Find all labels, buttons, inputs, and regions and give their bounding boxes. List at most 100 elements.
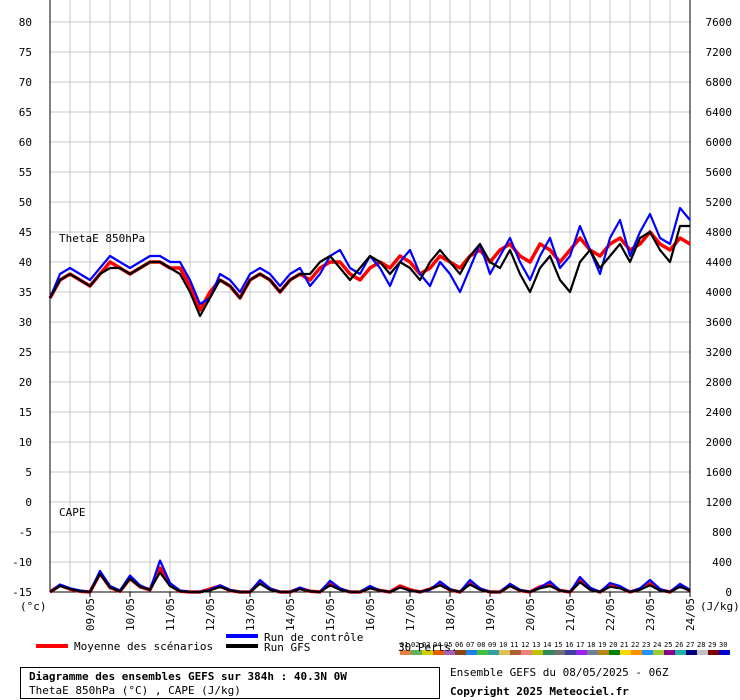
footer-title-box: Diagramme des ensembles GEFS sur 384h : … bbox=[20, 667, 440, 699]
x-tick-label: 15/05 bbox=[324, 598, 337, 631]
right-tick-label: 2400 bbox=[706, 406, 733, 419]
x-tick-label: 16/05 bbox=[364, 598, 377, 631]
pert-color-swatch bbox=[587, 650, 598, 655]
left-tick-label: 25 bbox=[19, 346, 32, 359]
pert-number: 12 bbox=[521, 641, 529, 649]
right-tick-label: 4800 bbox=[706, 226, 733, 239]
pert-color-swatch bbox=[609, 650, 620, 655]
right-tick-label: 5200 bbox=[706, 196, 733, 209]
left-tick-label: 80 bbox=[19, 16, 32, 29]
x-tick-label: 21/05 bbox=[564, 598, 577, 631]
left-unit-label: (°c) bbox=[20, 600, 47, 613]
pert-number: 20 bbox=[609, 641, 617, 649]
pert-color-swatch bbox=[499, 650, 510, 655]
left-tick-label: 35 bbox=[19, 286, 32, 299]
x-tick-label: 12/05 bbox=[204, 598, 217, 631]
legend-control-label: Run de contrôle bbox=[264, 631, 364, 644]
left-tick-label: 75 bbox=[19, 46, 32, 59]
right-tick-label: 1600 bbox=[706, 466, 733, 479]
left-tick-label: 70 bbox=[19, 76, 32, 89]
pert-number: 27 bbox=[686, 641, 694, 649]
left-tick-label: 55 bbox=[19, 166, 32, 179]
left-tick-label: 30 bbox=[19, 316, 32, 329]
pert-color-swatch bbox=[708, 650, 719, 655]
series-line-cape bbox=[49, 571, 691, 594]
pert-color-swatch bbox=[411, 650, 422, 655]
right-tick-label: 2000 bbox=[706, 436, 733, 449]
pert-number: 17 bbox=[576, 641, 584, 649]
left-tick-label: 45 bbox=[19, 226, 32, 239]
right-tick-label: 4000 bbox=[706, 286, 733, 299]
x-tick-label: 10/05 bbox=[124, 598, 137, 631]
right-tick-label: 7600 bbox=[706, 16, 733, 29]
pert-color-swatch bbox=[719, 650, 730, 655]
ensemble-run-label: Ensemble GEFS du 08/05/2025 - 06Z bbox=[450, 666, 669, 679]
pert-color-swatch bbox=[631, 650, 642, 655]
right-tick-label: 0 bbox=[725, 586, 732, 599]
x-tick-label: 13/05 bbox=[244, 598, 257, 631]
pert-number: 28 bbox=[697, 641, 705, 649]
pert-color-swatch bbox=[653, 650, 664, 655]
chart-title: Diagramme des ensembles GEFS sur 384h : … bbox=[29, 670, 347, 683]
pert-color-swatch bbox=[576, 650, 587, 655]
x-tick-label: 19/05 bbox=[484, 598, 497, 631]
right-tick-label: 3200 bbox=[706, 346, 733, 359]
pert-number: 19 bbox=[598, 641, 606, 649]
x-tick-label: 17/05 bbox=[404, 598, 417, 631]
pert-color-swatch bbox=[675, 650, 686, 655]
pert-color-swatch bbox=[532, 650, 543, 655]
pert-number: 13 bbox=[532, 641, 540, 649]
pert-number: 11 bbox=[510, 641, 518, 649]
pert-color-swatch bbox=[477, 650, 488, 655]
pert-number: 26 bbox=[675, 641, 683, 649]
pert-number: 30 bbox=[719, 641, 727, 649]
x-tick-label: 24/05 bbox=[684, 598, 697, 631]
pert-color-swatch bbox=[686, 650, 697, 655]
pert-color-swatch bbox=[510, 650, 521, 655]
left-tick-label: 20 bbox=[19, 376, 32, 389]
pert-number: 01 bbox=[400, 641, 408, 649]
right-tick-label: 4400 bbox=[706, 256, 733, 269]
left-tick-label: 50 bbox=[19, 196, 32, 209]
left-tick-label: 15 bbox=[19, 406, 32, 419]
pert-color-swatch bbox=[422, 650, 433, 655]
right-tick-label: 1200 bbox=[706, 496, 733, 509]
pert-number: 03 bbox=[422, 641, 430, 649]
left-tick-label: 10 bbox=[19, 436, 32, 449]
pert-color-swatch bbox=[466, 650, 477, 655]
pert-number: 15 bbox=[554, 641, 562, 649]
left-tick-label: 65 bbox=[19, 106, 32, 119]
right-tick-label: 6800 bbox=[706, 76, 733, 89]
series-line-cape bbox=[49, 559, 691, 594]
pert-color-swatch bbox=[664, 650, 675, 655]
left-tick-label: 40 bbox=[19, 256, 32, 269]
pert-count-label: 30 Perts. bbox=[398, 641, 458, 654]
right-tick-label: 3600 bbox=[706, 316, 733, 329]
pert-number: 10 bbox=[499, 641, 507, 649]
pert-number: 06 bbox=[455, 641, 463, 649]
pert-number: 24 bbox=[653, 641, 661, 649]
right-tick-label: 7200 bbox=[706, 46, 733, 59]
pert-color-swatch bbox=[554, 650, 565, 655]
x-tick-label: 20/05 bbox=[524, 598, 537, 631]
panel-label-cape: CAPE bbox=[59, 506, 86, 519]
panel-label-thetae: ThetaE 850hPa bbox=[59, 232, 145, 245]
pert-color-swatch bbox=[400, 650, 411, 655]
pert-number: 07 bbox=[466, 641, 474, 649]
x-tick-label: 14/05 bbox=[284, 598, 297, 631]
x-tick-label: 23/05 bbox=[644, 598, 657, 631]
pert-color-swatch bbox=[642, 650, 653, 655]
pert-number: 25 bbox=[664, 641, 672, 649]
right-tick-label: 800 bbox=[712, 526, 732, 539]
series-line-thetae bbox=[49, 224, 690, 318]
left-tick-label: 5 bbox=[25, 466, 32, 479]
pert-color-swatch bbox=[620, 650, 631, 655]
copyright-label: Copyright 2025 Meteociel.fr bbox=[450, 685, 629, 698]
left-tick-label: -15 bbox=[12, 586, 32, 599]
pert-color-swatch bbox=[488, 650, 499, 655]
pert-color-swatch bbox=[598, 650, 609, 655]
pert-number: 22 bbox=[631, 641, 639, 649]
pert-color-swatch bbox=[444, 650, 455, 655]
pert-color-swatch bbox=[697, 650, 708, 655]
